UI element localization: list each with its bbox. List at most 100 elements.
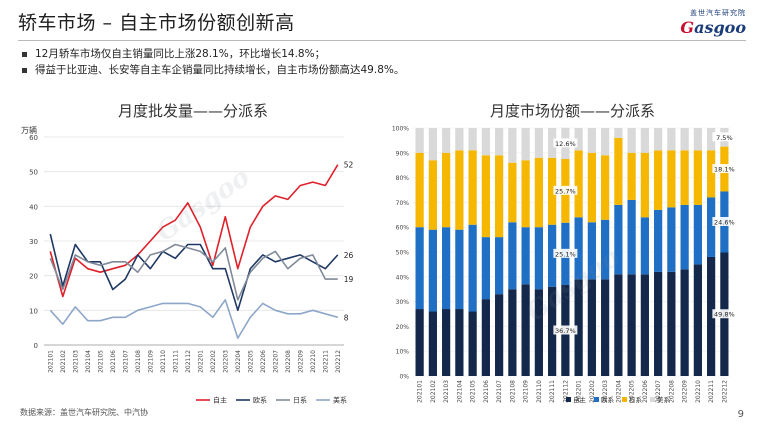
x-tick-label: 202206 [260, 350, 267, 373]
y-tick-label: 60% [396, 225, 410, 232]
legend-swatch [622, 397, 627, 402]
left-chart-title: 月度批发量——分派系 [118, 102, 269, 120]
bar-segment-日系 [521, 160, 530, 228]
y-tick-label: 0 [34, 342, 38, 350]
bar-segment-欧系 [455, 229, 464, 310]
bar-segment-自主 [667, 271, 676, 376]
y-tick-label: 10 [29, 307, 38, 315]
bar-segment-自主 [521, 284, 530, 376]
y-tick-label: 20 [29, 273, 38, 281]
y-tick-label: 90% [396, 150, 410, 157]
bar-segment-日系 [481, 155, 490, 238]
series-line-美系 [49, 299, 339, 339]
left-chart-unit: 万辆 [21, 126, 37, 135]
end-value-label: 52 [344, 161, 354, 170]
x-tick-label: 202211 [708, 380, 715, 403]
data-source: 数据来源：盖世汽车研究院、中汽协 [20, 408, 148, 417]
x-tick-label: 202102 [430, 380, 437, 403]
y-tick-label: 50 [29, 169, 38, 177]
bar-segment-美系 [521, 128, 530, 161]
y-tick-label: 30 [29, 238, 38, 246]
x-tick-label: 202102 [60, 350, 67, 373]
bar-segment-日系 [693, 150, 702, 205]
y-tick-label: 40% [396, 274, 410, 281]
bullet-text: 得益于比亚迪、长安等自主车企销量同比持续增长，自主市场份额高达49.8%。 [35, 64, 405, 76]
data-label-bg [712, 309, 737, 319]
bar-segment-日系 [415, 152, 424, 228]
bullet-item: 得益于比亚迪、长安等自主车企销量同比持续增长，自主市场份额高达49.8%。 [22, 62, 404, 78]
x-tick-label: 202207 [272, 350, 279, 373]
bar-segment-美系 [481, 128, 490, 156]
x-tick-label: 202203 [602, 380, 609, 403]
bar-segment-自主 [548, 286, 557, 376]
data-label: 24.6% [714, 218, 735, 226]
bar-segment-美系 [654, 128, 663, 151]
x-tick-label: 202111 [549, 380, 556, 403]
x-tick-label: 202112 [562, 380, 569, 403]
bar-segment-欧系 [654, 209, 663, 272]
x-tick-label: 202205 [629, 380, 636, 403]
bar-segment-欧系 [640, 217, 649, 275]
bar-segment-日系 [601, 155, 610, 220]
gasgoo-logo: 盖世汽车研究院 Gasgoo [680, 8, 746, 37]
data-label: 36.7% [555, 327, 576, 335]
data-label-bg [553, 185, 578, 195]
x-tick-label: 202201 [197, 350, 204, 373]
x-tick-label: 202110 [536, 380, 543, 403]
x-tick-label: 202106 [483, 380, 490, 403]
bar-segment-欧系 [707, 197, 716, 257]
y-tick-label: 20% [396, 324, 410, 331]
data-label: 25.7% [555, 187, 576, 195]
x-tick-label: 202202 [589, 380, 596, 403]
bar-segment-欧系 [667, 207, 676, 272]
bar-segment-美系 [442, 128, 451, 153]
x-tick-label: 202111 [172, 350, 179, 373]
bullet-square-icon [22, 67, 27, 73]
bar-segment-美系 [468, 128, 477, 151]
x-tick-label: 202208 [668, 380, 675, 403]
right-chart-title: 月度市场份额——分派系 [490, 102, 656, 120]
bar-segment-自主 [587, 279, 596, 376]
data-label: 49.8% [714, 311, 735, 319]
bar-segment-自主 [680, 269, 689, 376]
y-tick-label: 30% [396, 299, 410, 306]
y-tick-label: 70% [396, 200, 410, 207]
x-tick-label: 202109 [147, 350, 154, 373]
bar-segment-自主 [654, 271, 663, 376]
bar-segment-自主 [601, 279, 610, 376]
bar-segment-欧系 [468, 224, 477, 312]
bar-segment-美系 [534, 128, 543, 158]
bar-segment-美系 [640, 128, 649, 153]
bullet-item: 12月轿车市场仅自主销量同比上涨28.1%，环比增长14.8%； [22, 46, 404, 62]
bar-segment-美系 [667, 128, 676, 151]
bar-segment-欧系 [481, 237, 490, 300]
bar-segment-日系 [680, 150, 689, 205]
x-tick-label: 202112 [185, 350, 192, 373]
bar-segment-日系 [574, 150, 583, 218]
bar-segment-欧系 [587, 222, 596, 280]
bar-segment-美系 [495, 128, 504, 156]
bar-segment-美系 [614, 128, 623, 138]
x-tick-label: 202204 [615, 380, 622, 403]
bullet-square-icon [22, 51, 27, 57]
bar-segment-欧系 [601, 219, 610, 280]
end-value-label: 19 [344, 275, 354, 284]
bar-segment-美系 [508, 128, 517, 163]
bar-segment-自主 [574, 279, 583, 376]
logo-brand-rest: asgoo [694, 18, 746, 37]
x-tick-label: 202207 [655, 380, 662, 403]
y-tick-label: 10% [396, 349, 410, 356]
legend-label: 日系 [629, 395, 643, 404]
page-title: 轿车市场 – 自主市场份额创新高 [18, 12, 295, 34]
end-value-label: 8 [344, 313, 349, 322]
x-tick-label: 202203 [222, 350, 229, 373]
x-tick-label: 202212 [335, 350, 342, 373]
data-label-bg [712, 216, 737, 226]
x-tick-label: 202104 [85, 350, 92, 373]
bar-segment-日系 [614, 137, 623, 205]
legend-label: 美系 [657, 395, 671, 404]
x-tick-label: 202103 [72, 350, 79, 373]
legend-swatch [650, 397, 655, 402]
x-tick-label: 202209 [682, 380, 689, 403]
bar-segment-日系 [442, 152, 451, 228]
